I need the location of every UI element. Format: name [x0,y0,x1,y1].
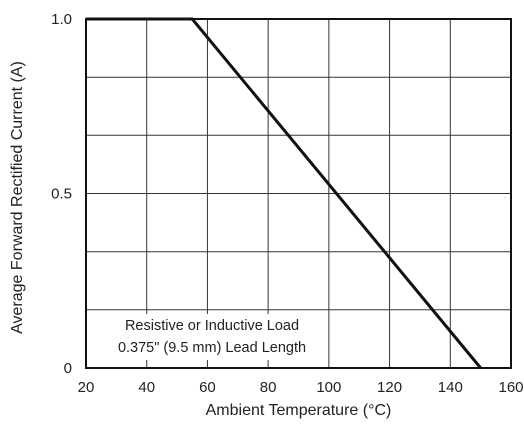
x-tick-label-3: 80 [260,379,277,396]
annotation-line-2: 0.375" (9.5 mm) Lead Length [118,340,306,356]
x-tick-label-4: 100 [316,379,341,396]
x-axis-title: Ambient Temperature (°C) [206,402,392,419]
x-tick-label-7: 160 [498,379,523,396]
plot-frame [85,18,512,369]
x-tick-label-2: 60 [199,379,216,396]
y-tick-label-0: 0 [64,360,72,377]
annotation-box [96,314,328,360]
y-tick-label-2: 1.0 [51,11,72,28]
tick-labels: 20 40 60 80 100 120 140 160 0 0.5 1.0 [51,11,523,396]
x-tick-label-0: 20 [78,379,95,396]
grid [85,18,512,369]
annotation-line-1: Resistive or Inductive Load [125,318,299,334]
x-tick-label-5: 120 [377,379,402,396]
x-tick-label-1: 40 [138,379,155,396]
y-axis-title: Average Forward Rectified Current (A) [9,61,26,334]
y-tick-label-1: 0.5 [51,186,72,203]
x-tick-label-6: 140 [438,379,463,396]
